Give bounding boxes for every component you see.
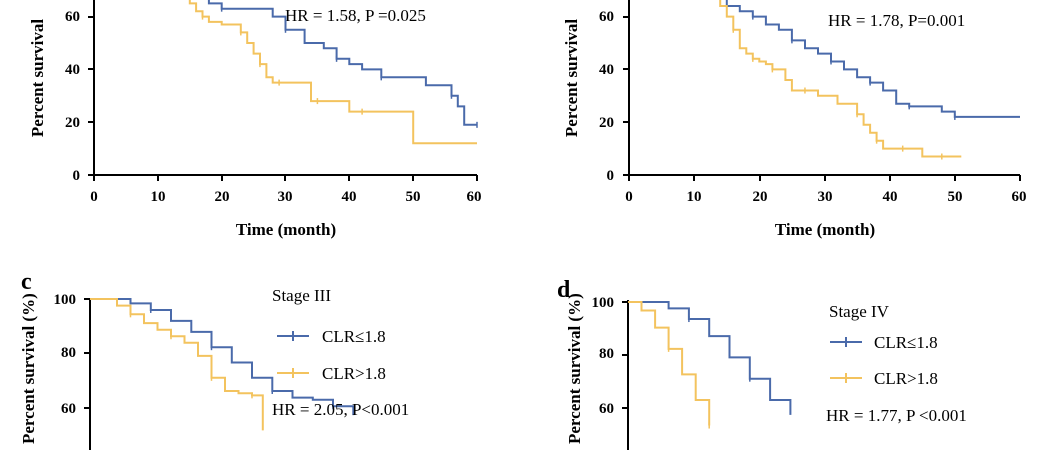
panel-a-ylabel: Percent survival	[28, 19, 47, 137]
panel-b-ytick: 0	[607, 168, 615, 184]
panel-a-ytick: 40	[65, 62, 80, 78]
panel-a-ytick: 60	[65, 9, 80, 25]
panel-d-ylabel: Percent survival (%)	[565, 293, 584, 444]
panel-d-ytick-marks	[622, 301, 628, 409]
panel-d-curve-clr-high	[628, 301, 711, 426]
panel-a-xtick: 20	[215, 189, 230, 205]
panel-c-legend-low: CLR≤1.8	[322, 327, 386, 346]
panel-a-xtick: 50	[406, 189, 421, 205]
panel-b-xtick: 10	[687, 189, 702, 205]
panel-c-yticks: 60 80 100	[54, 292, 77, 417]
panel-c-legend: Stage III CLR≤1.8 CLR>1.8	[272, 286, 386, 383]
panel-d-ytick: 80	[599, 346, 614, 362]
panel-b-xtick: 30	[818, 189, 833, 205]
panel-d-curve-clr-low	[628, 301, 792, 415]
panel-d-hr: HR = 1.77, P <0.001	[826, 406, 967, 425]
panel-b-xtick: 60	[1012, 189, 1027, 205]
panel-c-legend-title: Stage III	[272, 286, 331, 305]
panel-b-plot	[719, 0, 1020, 160]
panel-a-hr: HR = 1.58, P =0.025	[285, 6, 426, 25]
panel-b-xtick: 50	[948, 189, 963, 205]
panel-b-ytick: 20	[599, 115, 614, 131]
panel-a: Percent survival 0 20 40 60 0	[28, 0, 482, 239]
panel-b-ytick: 60	[599, 9, 614, 25]
panel-a-xtick: 0	[90, 189, 98, 205]
panel-d-letter: d	[557, 277, 571, 303]
panel-c-ytick-marks	[84, 298, 90, 409]
panel-a-ytick: 0	[73, 168, 81, 184]
panel-c-ytick: 60	[61, 401, 76, 417]
panel-b-xtick: 40	[883, 189, 898, 205]
panel-d: d Percent survival (%) 60 80 100 Stage I…	[557, 277, 967, 450]
panel-b: Percent survival 0 20 40 60 0	[562, 0, 1027, 239]
panel-b-yticks: 0 20 40 60	[599, 9, 614, 184]
panel-c: c Percent survival (%) 60 80 100 Stage I…	[19, 269, 409, 450]
panel-a-xtick: 30	[278, 189, 293, 205]
panel-c-curve-clr-low	[90, 298, 355, 416]
panel-b-xtick: 20	[753, 189, 768, 205]
panel-c-curve-clr-high	[90, 298, 264, 431]
panel-a-yticks: 0 20 40 60	[65, 9, 80, 184]
panel-d-ytick: 60	[599, 401, 614, 417]
panel-d-yticks: 60 80 100	[592, 295, 615, 417]
panel-b-hr: HR = 1.78, P=0.001	[828, 11, 965, 30]
panel-b-ytick: 40	[599, 62, 614, 78]
panel-b-ytick-marks	[623, 16, 629, 176]
panel-d-plot	[628, 301, 792, 429]
panel-b-ylabel: Percent survival	[562, 19, 581, 137]
panel-c-plot	[90, 298, 355, 431]
panel-a-ytick: 20	[65, 115, 80, 131]
panel-b-xlabel: Time (month)	[775, 220, 875, 239]
panel-c-ylabel: Percent survival (%)	[19, 293, 38, 444]
panel-d-ytick: 100	[592, 295, 615, 311]
panel-c-ytick: 100	[54, 292, 77, 308]
panel-a-xtick: 10	[151, 189, 166, 205]
panel-b-xticks: 0 10 20 30 40 50 60	[625, 175, 1027, 205]
panel-b-curve-clr-low	[725, 0, 1020, 118]
panel-a-xtick: 40	[342, 189, 357, 205]
panel-c-hr: HR = 2.05, P<0.001	[272, 400, 409, 419]
panel-a-ytick-marks	[88, 16, 94, 176]
panel-c-ytick: 80	[61, 345, 76, 361]
panel-a-xlabel: Time (month)	[236, 220, 336, 239]
panel-d-legend-high: CLR>1.8	[874, 369, 938, 388]
panel-d-legend-low: CLR≤1.8	[874, 333, 938, 352]
panel-a-xtick: 60	[467, 189, 482, 205]
panel-d-legend-title: Stage IV	[829, 302, 890, 321]
panel-c-legend-high: CLR>1.8	[322, 364, 386, 383]
panel-a-plot	[188, 0, 478, 145]
panel-a-xticks: 0 10 20 30 40 50 60	[90, 175, 482, 205]
panel-c-letter: c	[21, 269, 32, 295]
panel-b-xtick: 0	[625, 189, 633, 205]
panel-d-legend: Stage IV CLR≤1.8 CLR>1.8	[829, 302, 938, 388]
panel-b-curve-clr-high	[719, 0, 962, 158]
